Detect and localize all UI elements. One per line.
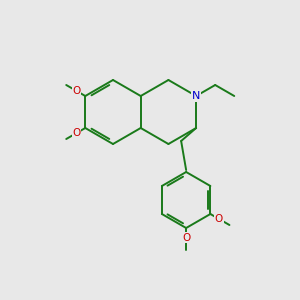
Text: O: O xyxy=(73,128,81,138)
Text: O: O xyxy=(215,214,223,224)
Text: O: O xyxy=(73,86,81,96)
Text: N: N xyxy=(192,91,200,101)
Text: O: O xyxy=(182,233,190,243)
